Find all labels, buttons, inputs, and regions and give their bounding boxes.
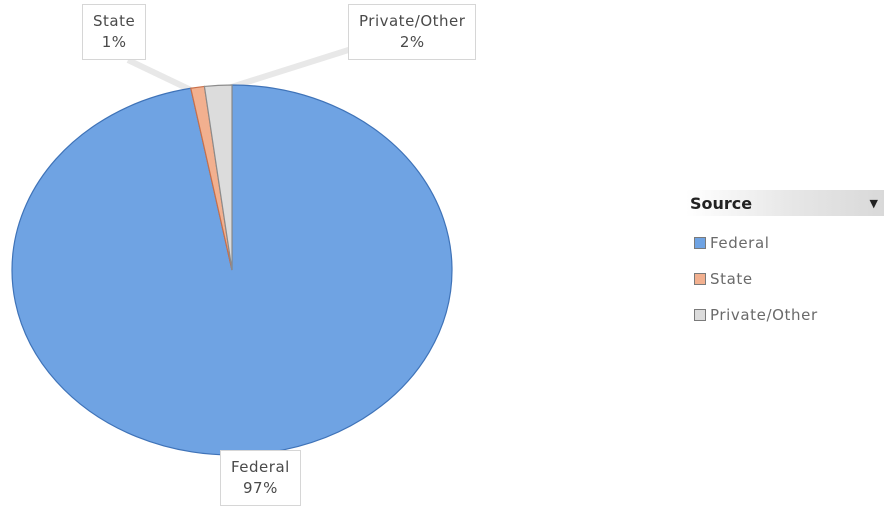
pie-slice-private-other[interactable] — [203, 84, 233, 271]
legend-header[interactable]: Source ▼ — [686, 190, 884, 216]
legend-item-private-other-label: Private/Other — [710, 306, 818, 324]
legend-swatch-federal — [694, 237, 706, 249]
legend-swatch-state — [694, 273, 706, 285]
data-label-federal-name: Federal — [231, 458, 290, 476]
pie-slices — [11, 84, 453, 456]
legend-item-federal[interactable]: Federal — [694, 234, 884, 252]
data-label-state-value: 1% — [101, 33, 127, 51]
data-label-state: State 1% — [82, 4, 147, 60]
data-label-private-other-value: 2% — [399, 33, 425, 51]
legend-item-private-other[interactable]: Private/Other — [694, 306, 884, 324]
legend-item-state-label: State — [710, 270, 753, 288]
legend-item-federal-label: Federal — [710, 234, 770, 252]
legend-title: Source — [690, 193, 753, 213]
leader-line-state — [126, 57, 197, 95]
data-label-state-name: State — [93, 12, 136, 30]
legend-item-state[interactable]: State — [694, 270, 884, 288]
legend: Source ▼ Federal State Private/Other — [686, 190, 884, 324]
data-label-private-other-name: Private/Other — [359, 12, 466, 30]
dropdown-arrow-icon[interactable]: ▼ — [869, 196, 878, 210]
leader-lines — [126, 37, 381, 95]
data-label-private-other: Private/Other 2% — [348, 4, 477, 60]
data-label-federal: Federal 97% — [220, 450, 301, 506]
legend-swatch-private-other — [694, 309, 706, 321]
data-label-federal-value: 97% — [242, 479, 278, 497]
